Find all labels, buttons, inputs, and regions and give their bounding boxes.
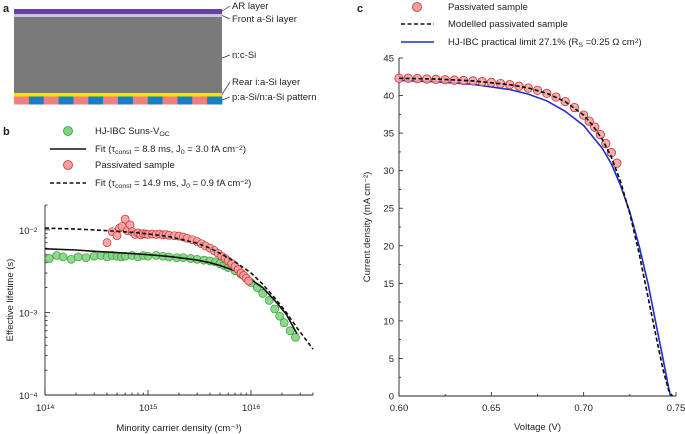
y-tick-label: 0 [389, 392, 394, 403]
leader-line [221, 54, 231, 59]
y-tick-label: 5 [389, 354, 394, 365]
panel-label-c: c [357, 3, 363, 15]
data-point [120, 214, 130, 224]
pattern-segment [177, 96, 193, 105]
y-tick-label: 45 [383, 54, 394, 65]
pattern-segment [43, 96, 59, 105]
pattern-segment [192, 96, 208, 105]
x-tick-label: 0.65 [482, 403, 501, 414]
data-point [44, 254, 54, 263]
ncsi-layer [14, 17, 222, 93]
x-tick-label: 0.60 [390, 403, 409, 414]
data-point [542, 88, 552, 98]
layer-label: n:c-Si [232, 50, 256, 61]
data-point [112, 231, 122, 241]
data-point [58, 252, 68, 262]
y-tick-label: 40 [383, 91, 394, 102]
data-point [264, 296, 274, 305]
y-axis-label: Effective lifetime (s) [5, 259, 16, 342]
pattern-segment [103, 96, 119, 105]
pattern-segment [207, 96, 223, 105]
data-point [73, 252, 83, 262]
pattern-segment [14, 96, 30, 105]
x-axis-label: Voltage (V) [514, 422, 561, 433]
plot-b: 1014 1015 1016 10−4 10−3 10−2 Minority carrier… [5, 204, 314, 434]
y-tick-label: 10−3 [19, 308, 38, 319]
legend-label: HJ-IBC practical limit 27.1% (RS =0.25 Ω… [448, 37, 642, 49]
leader-line [221, 81, 231, 95]
legend-label: Passivated sample [95, 160, 175, 171]
data-point [258, 289, 268, 298]
data-point [244, 276, 254, 286]
legend-marker [63, 160, 73, 170]
pattern-segment [28, 96, 45, 105]
data-point [270, 304, 280, 314]
y-tick-label: 30 [383, 166, 394, 177]
plot-c: 0 5 10 15 20 25 30 35 40 45 0.60 0.65 0.70 0.75 Voltag… [362, 54, 685, 434]
legend-c: Passivated sample Modelled passivated sam… [401, 2, 642, 49]
data-point [143, 251, 153, 261]
pattern-segment [58, 96, 74, 105]
data-point [394, 73, 404, 83]
data-point [291, 332, 300, 342]
legend-marker [63, 126, 73, 136]
legend-label: Fit (τconst = 8.8 ms, J0 = 3.0 fA cm−2) [95, 144, 246, 156]
leader-line [221, 15, 231, 20]
data-point [279, 318, 289, 328]
layer-label: p:a-Si/n:a-Si pattern [232, 92, 317, 103]
panel-label-b: b [3, 126, 10, 138]
panel-label-a: a [3, 3, 10, 15]
legend-b: HJ-IBC Suns-VOC Fit (τconst = 8.8 ms, J0 … [50, 126, 251, 190]
curve-line-overlay [398, 77, 673, 397]
layer-schematic: AR layer Front a-Si layer n:c-Si Rear i:a-S… [14, 1, 317, 105]
x-tick-label: 0.75 [667, 403, 685, 414]
leader-line [221, 96, 231, 101]
data-point [595, 130, 605, 140]
pattern-segment [73, 96, 89, 105]
x-axis-label: Minority carrier density (cm⁻³) [116, 423, 241, 434]
y-tick-label: 10−4 [19, 391, 38, 402]
curve-line [398, 79, 672, 397]
layer-label: AR layer [232, 1, 268, 12]
y-axis-label: Current density (mA cm⁻²) [362, 172, 373, 283]
layer-label: Rear i:a-Si layer [232, 77, 300, 88]
data-point [81, 253, 91, 263]
y-tick-label: 20 [383, 241, 394, 252]
pattern-segment [118, 96, 134, 105]
curve-line [398, 77, 673, 397]
x-tick-label: 1014 [36, 403, 54, 414]
layer-label: Front a-Si layer [232, 14, 297, 25]
x-tick-label: 1016 [242, 403, 260, 414]
leader-line [221, 5, 231, 12]
x-tick-label: 0.70 [574, 403, 593, 414]
data-point [601, 139, 611, 149]
y-tick-label: 10 [383, 316, 394, 327]
legend-label: Fit (τconst = 14.9 ms, J0 = 0.9 fA cm−2) [95, 178, 251, 190]
y-tick-label: 15 [383, 279, 394, 290]
pattern-segment [132, 96, 149, 105]
data-point [275, 311, 285, 321]
pattern-segment [162, 96, 178, 105]
ar-layer [14, 9, 222, 14]
data-point [102, 238, 112, 247]
front-asi-layer [14, 14, 222, 17]
y-tick-label: 25 [383, 204, 394, 215]
y-tick-label: 10−2 [19, 226, 38, 237]
pattern-segment [88, 96, 104, 105]
x-tick-label: 1015 [139, 403, 157, 414]
rear-iasi-layer [14, 93, 222, 97]
data-point [612, 158, 622, 168]
pattern-segment [147, 96, 163, 105]
legend-label: Passivated sample [448, 2, 528, 13]
legend-label: Modelled passivated sample [448, 19, 568, 30]
y-tick-label: 35 [383, 129, 394, 140]
data-point [285, 326, 295, 336]
legend-label: HJ-IBC Suns-VOC [95, 126, 170, 138]
legend-marker [412, 2, 422, 12]
fit-line [44, 248, 298, 335]
fit-line [44, 227, 314, 350]
